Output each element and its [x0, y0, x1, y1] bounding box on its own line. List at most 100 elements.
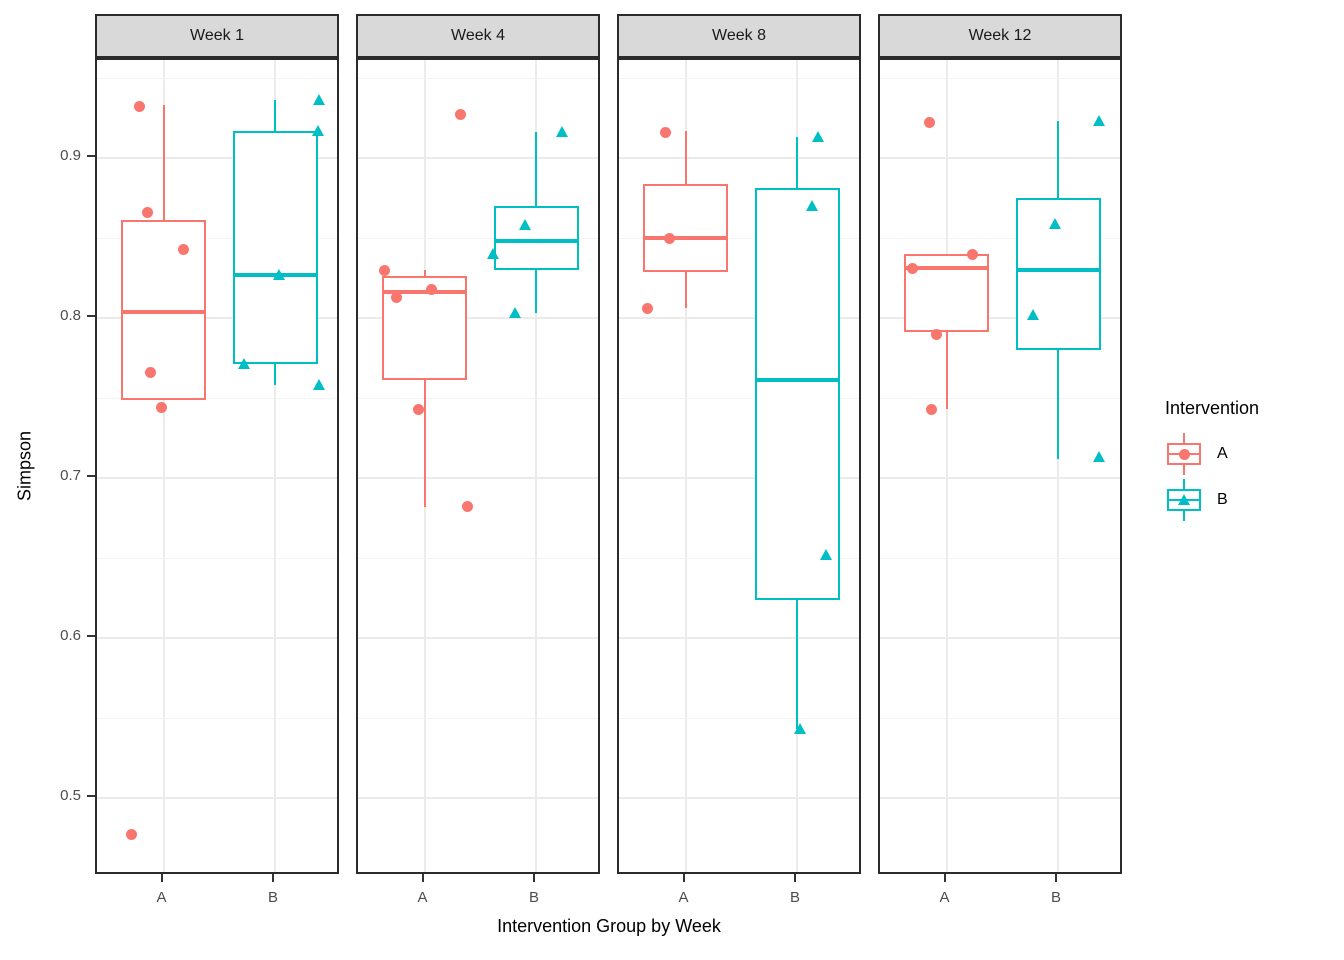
gridline-minor: [358, 398, 598, 399]
data-point-circle: [178, 243, 189, 255]
gridline-minor: [880, 238, 1120, 239]
data-point-circle: [379, 264, 390, 276]
x-axis-tick-label: A: [417, 889, 428, 906]
data-point-circle: [413, 403, 424, 415]
facet-strip-label: Week 4: [451, 27, 505, 44]
boxplot-lower-whisker: [1057, 350, 1059, 459]
boxplot-median: [904, 266, 989, 271]
gridline-minor: [358, 718, 598, 719]
data-point-triangle: [811, 131, 824, 143]
boxplot-median: [643, 236, 728, 240]
y-axis-tick: [87, 795, 95, 797]
x-axis-tick-label: B: [789, 889, 800, 906]
gridline-minor: [358, 238, 598, 239]
legend-entry-label: B: [1217, 491, 1228, 508]
gridline-minor: [619, 558, 859, 559]
data-point-circle: [660, 126, 671, 138]
gridline-major: [97, 317, 337, 319]
boxplot-box-B: [493, 206, 579, 270]
gridline-minor: [880, 558, 1120, 559]
gridline-vertical: [274, 60, 276, 872]
boxplot-median: [121, 309, 206, 314]
data-point-triangle: [311, 124, 324, 136]
facet-strip: Week 8: [617, 14, 861, 58]
facet-panel: [878, 58, 1122, 874]
x-axis-tick-label: B: [528, 889, 539, 906]
gridline-major: [619, 157, 859, 159]
gridline-vertical: [684, 60, 687, 872]
gridline-vertical: [162, 60, 165, 872]
data-point-triangle: [508, 307, 521, 319]
data-point-triangle: [486, 248, 499, 259]
data-point-circle: [126, 829, 137, 841]
gridline-major: [358, 157, 598, 159]
y-axis-tick-label: 0.6: [60, 627, 81, 644]
gridline-major: [619, 797, 859, 799]
gridline-major: [880, 797, 1120, 799]
boxplot-lower-whisker: [535, 270, 537, 314]
data-point-circle: [145, 366, 156, 378]
boxplot-box-B: [1015, 198, 1101, 350]
gridline-major: [358, 637, 598, 639]
facet-panel: [95, 58, 339, 874]
gridline-minor: [358, 558, 598, 559]
facet-panel: [617, 58, 861, 874]
data-point-triangle: [518, 219, 531, 231]
x-axis-tick-label: A: [939, 889, 950, 906]
boxplot-box-B: [754, 188, 840, 600]
gridline-major: [358, 317, 598, 319]
y-axis-title: Simpson: [14, 430, 35, 502]
y-axis-tick-label: 0.7: [60, 467, 81, 484]
facet-strip-label: Week 12: [968, 27, 1032, 44]
gridline-minor: [97, 78, 337, 79]
x-axis-tick-label: A: [678, 889, 689, 906]
boxplot-median: [1015, 268, 1101, 272]
gridline-major: [97, 637, 337, 639]
gridline-minor: [880, 718, 1120, 719]
data-point-circle: [924, 117, 935, 129]
boxplot-upper-whisker: [423, 270, 426, 277]
gridline-minor: [880, 78, 1120, 79]
data-point-circle: [642, 302, 653, 314]
facet-strip: Week 12: [878, 14, 1122, 58]
gridline-major: [880, 637, 1120, 639]
boxplot-lower-whisker: [684, 271, 687, 309]
data-point-circle: [931, 328, 942, 340]
boxplot-median: [493, 239, 579, 244]
gridline-minor: [619, 718, 859, 719]
legend-title: Intervention: [1165, 398, 1260, 418]
x-axis-title: Intervention Group by Week: [497, 916, 721, 936]
legend-entry: B: [1163, 477, 1338, 523]
data-point-triangle: [312, 94, 325, 106]
gridline-major: [97, 477, 337, 479]
gridline-major: [880, 477, 1120, 479]
y-axis-tick: [87, 155, 95, 157]
data-point-triangle: [1048, 217, 1061, 229]
gridline-major: [619, 637, 859, 639]
legend-key-boxplot-glyph: [1167, 433, 1201, 475]
y-axis-tick-label: 0.9: [60, 147, 81, 164]
boxplot-upper-whisker: [162, 105, 165, 221]
y-axis-tick: [87, 475, 95, 477]
legend-entry-label: A: [1217, 445, 1228, 462]
boxplot-upper-whisker: [274, 100, 276, 131]
data-point-triangle: [805, 200, 818, 211]
legend-key-triangle-icon: [1177, 494, 1190, 505]
gridline-vertical: [535, 60, 537, 872]
gridline-major: [97, 157, 337, 159]
data-point-circle: [967, 248, 978, 260]
legend-key-circle-icon: [1178, 448, 1190, 460]
data-point-circle: [391, 291, 402, 303]
gridline-vertical: [1057, 60, 1059, 872]
data-point-circle: [134, 101, 145, 113]
gridline-minor: [97, 558, 337, 559]
gridline-vertical: [945, 60, 948, 872]
x-axis-tick: [943, 874, 946, 882]
data-point-triangle: [819, 548, 832, 560]
x-axis-tick-label: B: [1050, 889, 1061, 906]
boxplot-median: [382, 290, 467, 295]
data-point-circle: [455, 109, 466, 121]
gridline-minor: [619, 398, 859, 399]
